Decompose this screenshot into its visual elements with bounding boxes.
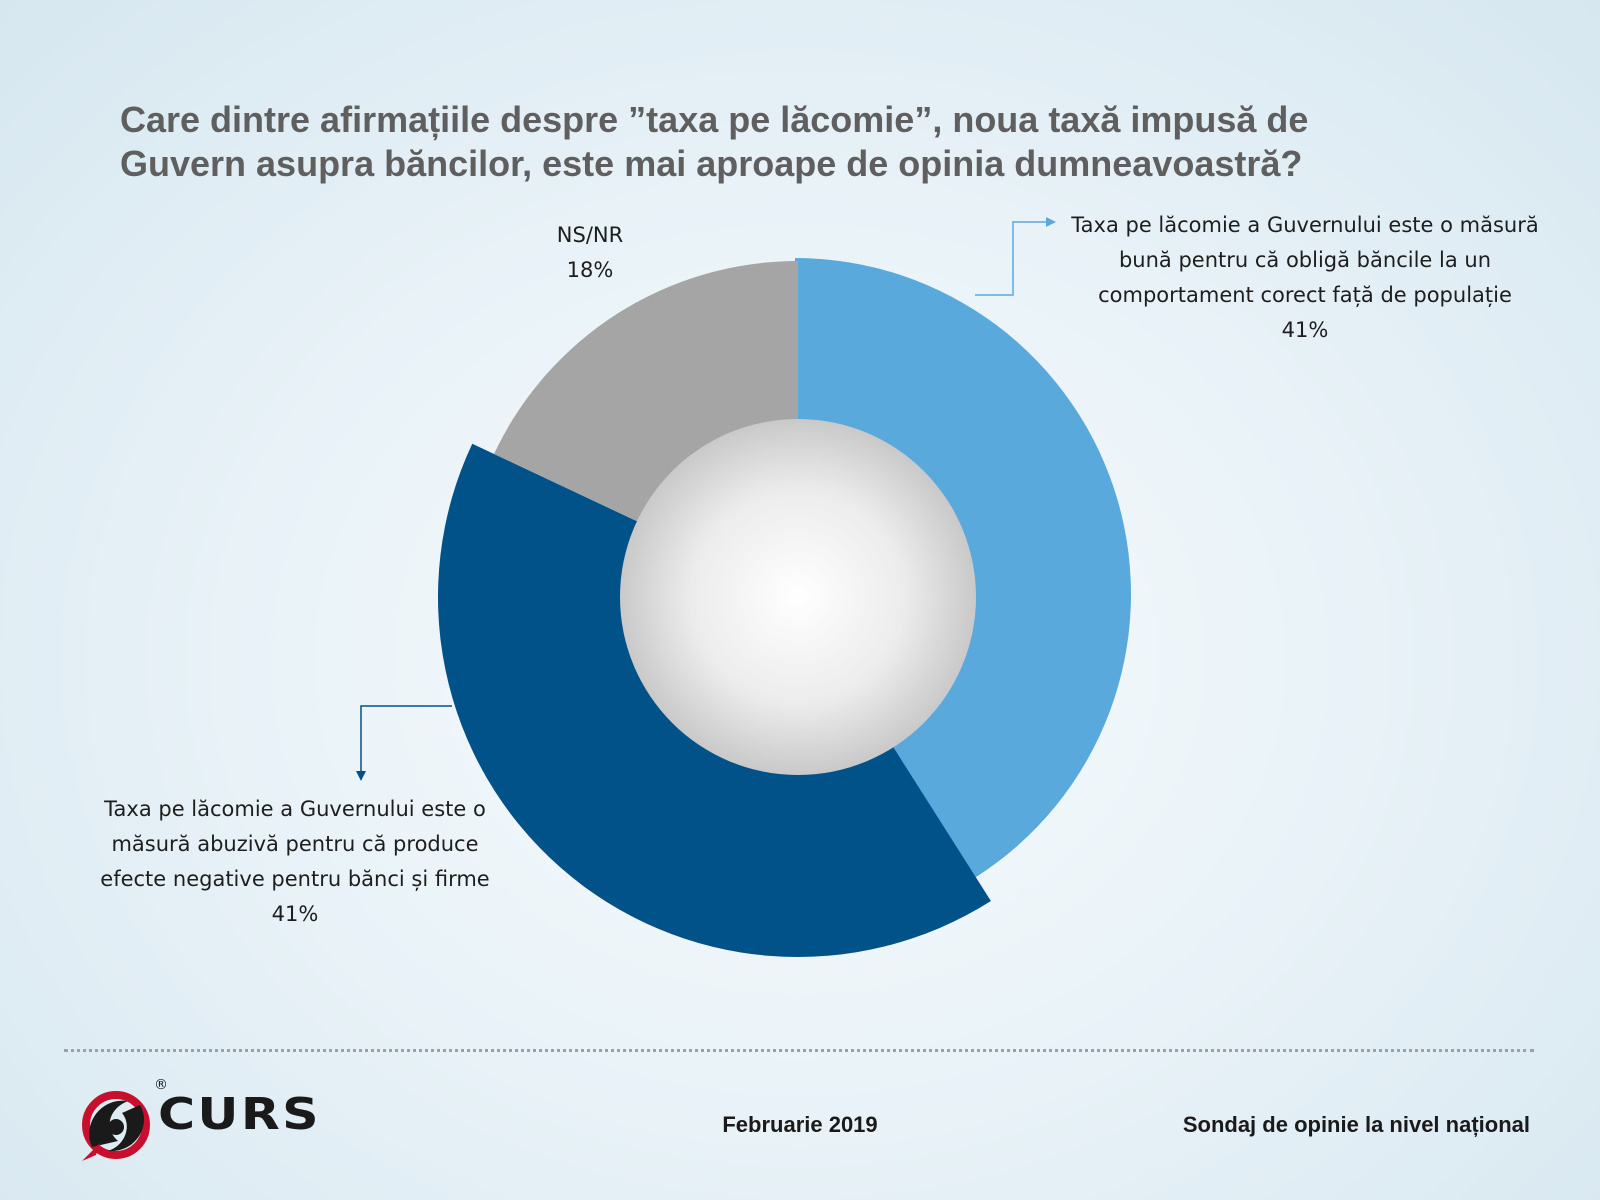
slice-label-good-line-2: bună pentru că obligă băncile la un [1118,248,1492,272]
callout-line-good [975,221,1047,296]
callout-abuse [356,705,452,781]
survey-source: Sondaj de opinie la nivel național [1182,1112,1530,1137]
slice-label-abuse-line-1: Taxa pe lăcomie a Guvernului este o [104,797,486,821]
slice-label-nsnr-value: 18% [566,258,614,282]
curs-logo: ® CURS [78,1077,321,1165]
callout-line-abuse [360,705,452,772]
slice-label-nsnr: NS/NR 18% [510,218,670,288]
callout-arrow-good [1046,217,1056,227]
curs-logo-icon [82,1091,150,1161]
callout-good [975,217,1056,296]
footer-divider [64,1049,1534,1052]
chart-title: Care dintre afirmațiile despre ”taxa pe … [120,98,1500,186]
slice-label-abuse-value: 41% [271,902,319,926]
donut-hole [620,419,976,775]
slice-label-good-line-3: comportament corect față de populație [1098,283,1512,307]
curs-logo-text: CURS [158,1089,321,1140]
slice-label-abuse-line-3: efecte negative pentru bănci și firme [100,867,490,891]
survey-date: Februarie 2019 [722,1112,878,1137]
slice-label-abusive-measure: Taxa pe lăcomie a Guvernului este o măsu… [70,792,520,932]
slice-label-good-line-1: Taxa pe lăcomie a Guvernului este o măsu… [1071,213,1539,237]
chart-title-line-2: Guvern asupra băncilor, este mai aproape… [120,143,1303,184]
registered-mark: ® [154,1077,168,1093]
slice-label-nsnr-name: NS/NR [556,223,624,247]
slice-label-abuse-line-2: măsură abuzivă pentru că produce [111,832,479,856]
slice-label-good-value: 41% [1281,318,1329,342]
callout-arrow-abuse [356,771,366,781]
slice-label-good-measure: Taxa pe lăcomie a Guvernului este o măsu… [1040,208,1570,348]
chart-title-line-1: Care dintre afirmațiile despre ”taxa pe … [120,99,1309,140]
